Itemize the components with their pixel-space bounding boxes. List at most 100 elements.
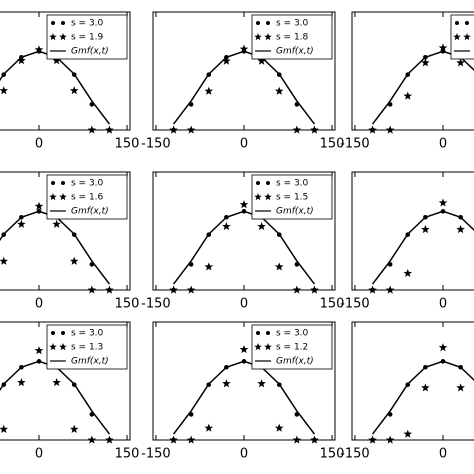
legend-dot [266, 331, 270, 335]
legend-label: Gmf(x,t) [276, 207, 314, 217]
x-tick-label: -150 [141, 447, 171, 462]
curve [371, 360, 474, 435]
axes-frame [0, 11, 131, 131]
legend-box [251, 174, 333, 220]
legend-label: s = 3.0 [71, 179, 104, 189]
legend-dot [51, 331, 55, 335]
star-point [438, 343, 448, 352]
star-point [17, 56, 26, 65]
legend-box [251, 324, 333, 370]
star-point [274, 262, 284, 271]
legend-star [264, 343, 272, 351]
star-point [257, 379, 266, 388]
legend-star [254, 343, 262, 351]
legend-label: Gmf(x,t) [276, 47, 314, 57]
legend-dot [51, 181, 55, 185]
legend: s = 3.0s = 1.7Gmf(x,t) [450, 14, 474, 60]
star-point [222, 379, 231, 388]
x-tick-label: -150 [340, 297, 370, 312]
x-tick-label: 150 [115, 137, 140, 152]
star-point [274, 423, 284, 432]
legend-label: s = 1.5 [276, 193, 308, 203]
legend-star [59, 193, 67, 201]
x-tick-label: 150 [320, 297, 345, 312]
panel: -150 0 150 s = 3.0 s = 1.8 Gmf(x,t) [141, 11, 344, 152]
axes-frame [0, 321, 131, 441]
curve [0, 360, 111, 435]
star-point [0, 256, 9, 265]
axes-frame [152, 11, 336, 131]
plot-area [368, 343, 474, 444]
legend: s = 3.0 s = 1.9 Gmf(x,t) [46, 14, 128, 60]
curve [172, 360, 316, 435]
plot-area [368, 198, 474, 294]
legend-star [59, 343, 67, 351]
star-point [438, 43, 448, 52]
legend: s = 3.0 s = 1.3 Gmf(x,t) [46, 324, 128, 370]
legend-label: s = 1.6 [71, 193, 104, 203]
x-tick-label: 0 [439, 297, 447, 312]
x-tick-label: -150 [340, 447, 370, 462]
legend-label: Gmf(x,t) [276, 357, 314, 367]
legend-dot [266, 181, 270, 185]
star-point [204, 86, 214, 95]
star-point [52, 377, 61, 387]
curve [371, 50, 474, 125]
legend-dot [61, 331, 65, 335]
legend-star [463, 33, 471, 41]
legend-label: s = 3.0 [276, 179, 309, 189]
legend-box [450, 14, 474, 60]
x-tick-label: 0 [439, 447, 447, 462]
x-tick-label: 0 [240, 137, 248, 152]
curve [172, 210, 316, 285]
x-tick-label: 150 [115, 297, 140, 312]
star-point [34, 346, 44, 355]
legend: s = 3.0 s = 1.6 Gmf(x,t) [46, 174, 128, 220]
legend-label: Gmf(x,t) [71, 207, 109, 217]
star-point [204, 423, 214, 432]
legend-dot [256, 181, 260, 185]
legend: s = 3.0 s = 1.2 Gmf(x,t) [251, 324, 333, 370]
legend-label: s = 3.0 [276, 19, 309, 29]
legend-box [46, 174, 128, 220]
axes-frame [0, 171, 131, 291]
star-point [403, 91, 413, 100]
x-tick-label: 150 [320, 447, 345, 462]
legend-star [264, 193, 272, 201]
star-point [257, 221, 266, 231]
legend-star [264, 33, 272, 41]
curve [0, 50, 111, 125]
legend-dot [256, 21, 260, 25]
legend-star [453, 33, 461, 41]
x-tick-label: -150 [141, 137, 171, 152]
panel: -150 0 150 s = 3.0 s = 1.2 Gmf(x,t) [141, 321, 345, 462]
star-point [456, 224, 465, 234]
star-point [204, 262, 214, 271]
legend-label: Gmf(x,t) [71, 357, 109, 367]
legend-dot [256, 331, 260, 335]
legend-dot [455, 21, 459, 25]
legend-dot [51, 21, 55, 25]
legend-label: s = 1.2 [276, 343, 308, 353]
legend-dot [61, 21, 65, 25]
star-point [0, 86, 9, 95]
star-point [274, 86, 284, 95]
star-point [421, 58, 430, 67]
legend-star [254, 33, 262, 41]
star-point [34, 45, 44, 54]
legend-box [251, 14, 333, 60]
star-point [52, 219, 61, 228]
legend-label: Gmf(x,t) [71, 47, 109, 57]
axes-frame [152, 171, 336, 291]
star-point [69, 256, 79, 265]
star-point [239, 44, 249, 53]
star-point [456, 383, 465, 392]
star-point [239, 200, 249, 209]
star-point [17, 377, 26, 387]
legend-dot [61, 181, 65, 185]
